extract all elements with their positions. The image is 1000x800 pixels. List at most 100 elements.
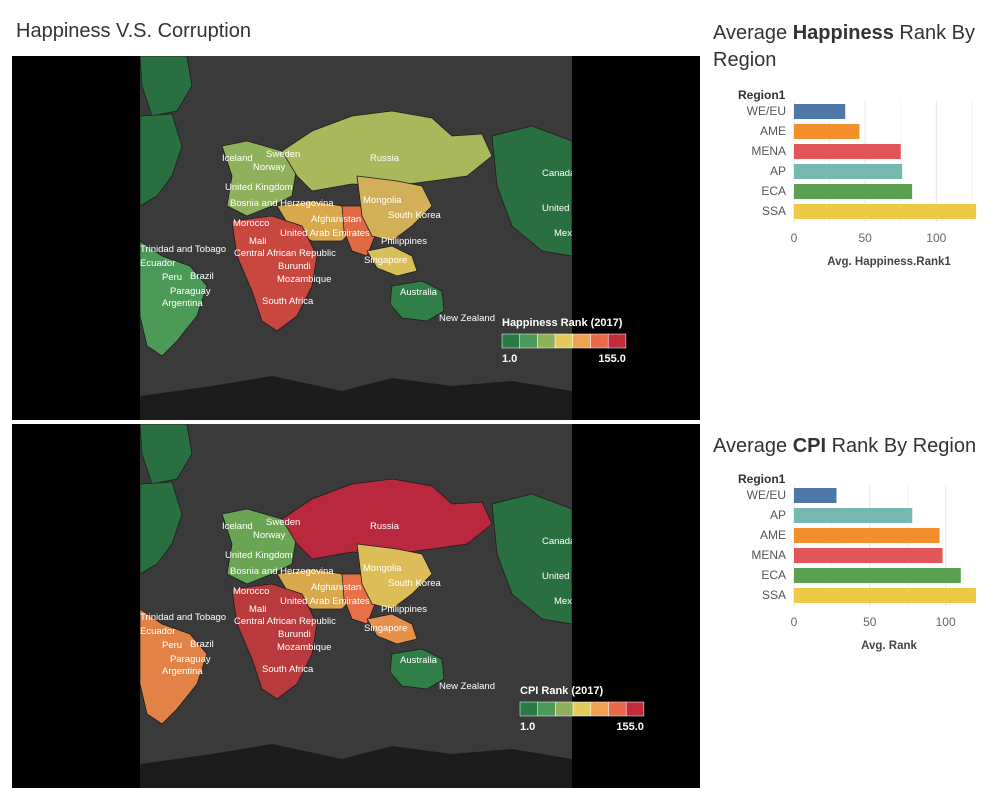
antarctica-region — [140, 376, 572, 420]
region-australia[interactable] — [389, 648, 445, 690]
legend-swatch — [519, 333, 538, 349]
region-europe[interactable] — [221, 140, 298, 217]
region-australia[interactable] — [389, 280, 445, 322]
country-label: Argentina — [162, 298, 203, 309]
legend-swatch — [501, 333, 520, 349]
category-label: MENA — [751, 144, 786, 158]
bar-weeu[interactable] — [794, 104, 846, 119]
country-label: United Kingdom — [225, 182, 293, 193]
region-se-asia[interactable] — [366, 245, 418, 277]
country-label: Burundi — [278, 261, 311, 272]
country-label: Paraguay — [170, 286, 211, 297]
legend-swatch — [519, 701, 538, 717]
country-label: Trinidad and Tobago — [140, 244, 226, 255]
country-label: Argentina — [162, 666, 203, 677]
map-margin-right — [572, 56, 700, 420]
region-europe[interactable] — [221, 508, 298, 585]
bar-ap[interactable] — [794, 508, 913, 523]
cpi-bar-chart[interactable]: Region1 WE/EU AP AME MENA ECA SSA 0 50 100 Avg. Ra… — [720, 466, 990, 666]
country-label: Afghanistan — [311, 214, 361, 225]
category-label: ECA — [761, 184, 786, 198]
country-label: South Africa — [262, 296, 314, 307]
country-label: Bosnia and Herzegovina — [230, 198, 334, 209]
region-russia[interactable] — [281, 478, 493, 560]
country-label: Iceland — [222, 153, 253, 164]
happiness-chart-title: Average Happiness Rank By Region — [713, 22, 975, 71]
category-label: WE/EU — [747, 488, 786, 502]
region-greenland[interactable] — [139, 424, 193, 485]
country-label: South Africa — [262, 664, 314, 675]
map-margin-left — [12, 424, 140, 788]
region-greenland[interactable] — [139, 56, 193, 117]
region-africa[interactable] — [231, 215, 318, 332]
country-label: Sweden — [266, 149, 300, 160]
bar-ssa[interactable] — [794, 588, 976, 603]
country-label: Mozambique — [277, 274, 331, 285]
legend-swatch — [590, 333, 609, 349]
category-label: SSA — [762, 204, 786, 218]
region-se-asia[interactable] — [366, 613, 418, 645]
country-label: New Zealand — [439, 681, 495, 692]
x-tick-label: 50 — [858, 231, 872, 245]
dashboard-title: Happiness V.S. Corruption — [16, 20, 251, 42]
country-label: Singapore — [364, 623, 407, 634]
bar-eca[interactable] — [794, 184, 913, 199]
region-east-asia[interactable] — [356, 175, 433, 242]
country-label: Bosnia and Herzegovina — [230, 566, 334, 577]
legend-swatch — [555, 701, 574, 717]
cpi-map[interactable]: Iceland Sweden Norway Russia Canada United Ki… — [12, 424, 700, 788]
cpi-map-svg: Iceland Sweden Norway Russia Canada United Ki… — [12, 424, 700, 788]
country-label: Ecuador — [140, 626, 175, 637]
region-south-america[interactable] — [139, 240, 208, 357]
happiness-map-svg: Iceland Sweden Norway Russia Canada United Ki… — [12, 56, 700, 420]
legend-swatch — [608, 701, 627, 717]
bar-mena[interactable] — [794, 548, 943, 563]
country-label: Australia — [400, 655, 438, 666]
country-label: Afghanistan — [311, 582, 361, 593]
region-east-asia[interactable] — [356, 543, 433, 610]
region-russia[interactable] — [281, 110, 493, 192]
country-label: Canada — [542, 168, 576, 179]
bar-eca[interactable] — [794, 568, 961, 583]
legend-min-label: 1.0 — [520, 721, 535, 733]
country-label: Peru — [162, 272, 182, 283]
map-margin-right — [572, 424, 700, 788]
legend-swatch — [572, 701, 592, 717]
x-axis-label: Avg. Rank — [861, 640, 917, 652]
x-tick-label: 0 — [791, 231, 798, 245]
x-tick-label: 100 — [926, 231, 946, 245]
category-label: AME — [760, 124, 786, 138]
country-label: Sweden — [266, 517, 300, 528]
happiness-bar-chart[interactable]: Region1 WE/EU AME MENA AP ECA SSA 0 50 100 Avg. Ha… — [720, 82, 990, 282]
x-axis-label: Avg. Happiness.Rank1 — [827, 256, 951, 268]
legend-swatch — [607, 333, 627, 349]
category-label: WE/EU — [747, 104, 786, 118]
country-label: Norway — [253, 530, 285, 541]
country-label: Mexico — [554, 596, 584, 607]
happiness-map[interactable]: Iceland Sweden Norway Russia Canada United Ki… — [12, 56, 700, 420]
category-label: ECA — [761, 568, 786, 582]
bar-ame[interactable] — [794, 124, 860, 139]
region-south-america[interactable] — [139, 608, 208, 725]
legend-swatch — [537, 701, 556, 717]
bar-ap[interactable] — [794, 164, 903, 179]
bar-ssa[interactable] — [794, 204, 977, 219]
category-label: AP — [770, 508, 786, 522]
country-label: Mozambique — [277, 642, 331, 653]
map-legend-title: Happiness Rank (2017) — [502, 317, 623, 329]
legend-swatch — [572, 333, 591, 349]
country-label: Philippines — [381, 236, 427, 247]
country-label: Morocco — [233, 586, 269, 597]
country-label: Mongolia — [363, 195, 402, 206]
bar-ame[interactable] — [794, 528, 940, 543]
x-tick-label: 50 — [863, 615, 877, 629]
bar-weeu[interactable] — [794, 488, 837, 503]
legend-swatch — [590, 701, 609, 717]
country-label: Peru — [162, 640, 182, 651]
country-label: Mali — [249, 236, 266, 247]
region-africa[interactable] — [231, 583, 318, 700]
legend-max-label: 155.0 — [598, 353, 626, 365]
bar-mena[interactable] — [794, 144, 901, 159]
country-label: Burundi — [278, 629, 311, 640]
country-label: Philippines — [381, 604, 427, 615]
